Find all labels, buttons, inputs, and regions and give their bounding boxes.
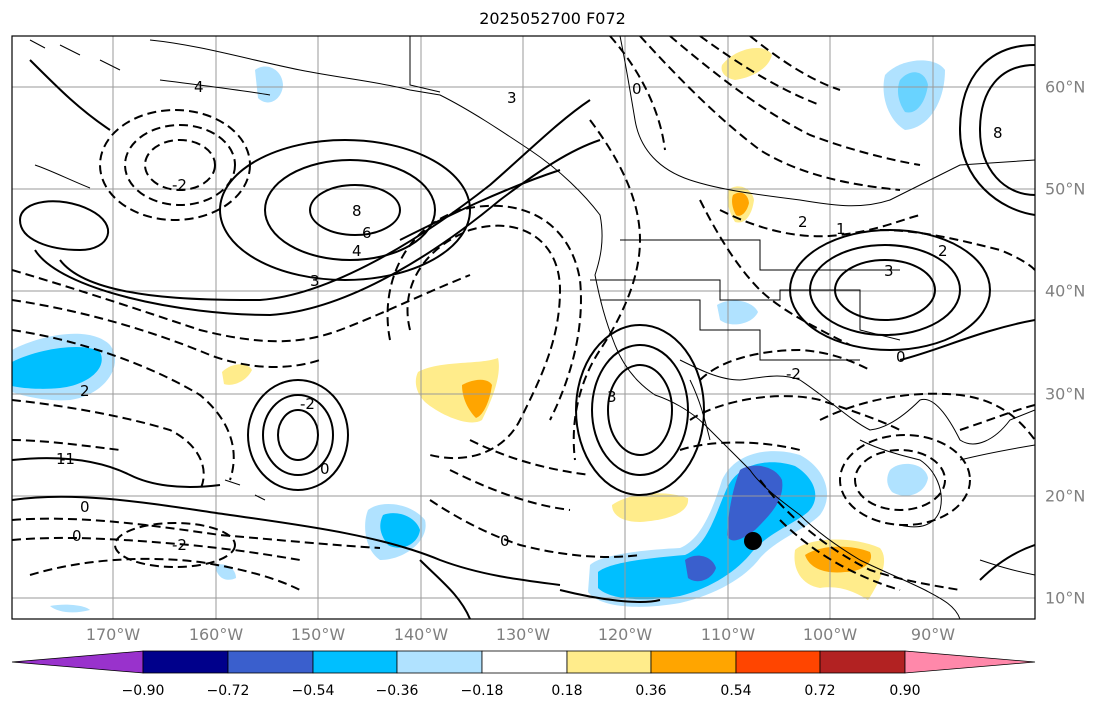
lat-label: 50°N [1045,179,1086,199]
colorbar-tick: −0.90 [121,683,165,699]
contour-label: -2 [172,536,187,554]
contour-label: 0 [500,532,510,550]
contour-label: 4 [352,242,362,260]
lat-lon-grid [12,36,1035,619]
contour-label: -1 [60,450,75,468]
lon-label: 130°W [495,625,551,644]
coastlines [29,36,1035,619]
lon-label: 100°W [802,625,858,644]
contour-label: -2 [786,365,801,383]
colorbar-tick: −0.72 [206,683,250,699]
lat-label: 10°N [1045,588,1086,608]
colorbar-tick: 0.72 [804,683,836,699]
colorbar-tick: 0.54 [720,683,752,699]
contour-label: 3 [507,89,517,107]
map-frame [11,35,1036,620]
colorbar [11,650,1036,674]
contour-label: 8 [352,202,362,220]
contour-label: -2 [172,176,187,194]
contour-label: 8 [993,124,1003,142]
contour-label: -2 [300,395,315,413]
lat-label: 30°N [1045,384,1086,404]
contour-label: 0 [632,80,642,98]
storm-center-marker [744,532,762,550]
contour-label: 0 [896,348,906,366]
contour-label: 2 [798,213,808,231]
contour-label: 1 [836,220,846,238]
colorbar-tick: −0.54 [291,683,335,699]
lon-label: 170°W [85,625,141,644]
colorbar-tick: 0.18 [551,683,583,699]
map-title: 2025052700 F072 [479,9,626,28]
colorbar-tick: −0.18 [460,683,504,699]
contours-dashed [12,36,1035,591]
contours-solid [12,44,1035,619]
contour-label: 2 [80,382,90,400]
lon-label: 120°W [597,625,653,644]
colorbar-tick: 0.90 [889,683,921,699]
contour-label: 0 [320,460,330,478]
shading-layer [12,47,945,613]
contour-label: 6 [362,224,372,242]
lat-label: 20°N [1045,486,1086,506]
contour-label: 2 [938,242,948,260]
lon-label: 160°W [188,625,244,644]
lat-label: 60°N [1045,77,1086,97]
contour-label: 3 [884,262,894,280]
contour-label: 4 [194,78,204,96]
colorbar-tick: 0.36 [635,683,667,699]
lat-label: 40°N [1045,281,1086,301]
contour-label: 3 [310,272,320,290]
contour-label: 0 [72,527,82,545]
lon-label: 90°W [910,625,956,644]
contour-label: 3 [607,388,617,406]
contour-label: 1 [56,450,66,468]
lon-label: 140°W [393,625,449,644]
lon-label: 110°W [700,625,756,644]
lon-label: 150°W [290,625,346,644]
contour-label: 0 [80,498,90,516]
colorbar-tick: −0.36 [375,683,419,699]
